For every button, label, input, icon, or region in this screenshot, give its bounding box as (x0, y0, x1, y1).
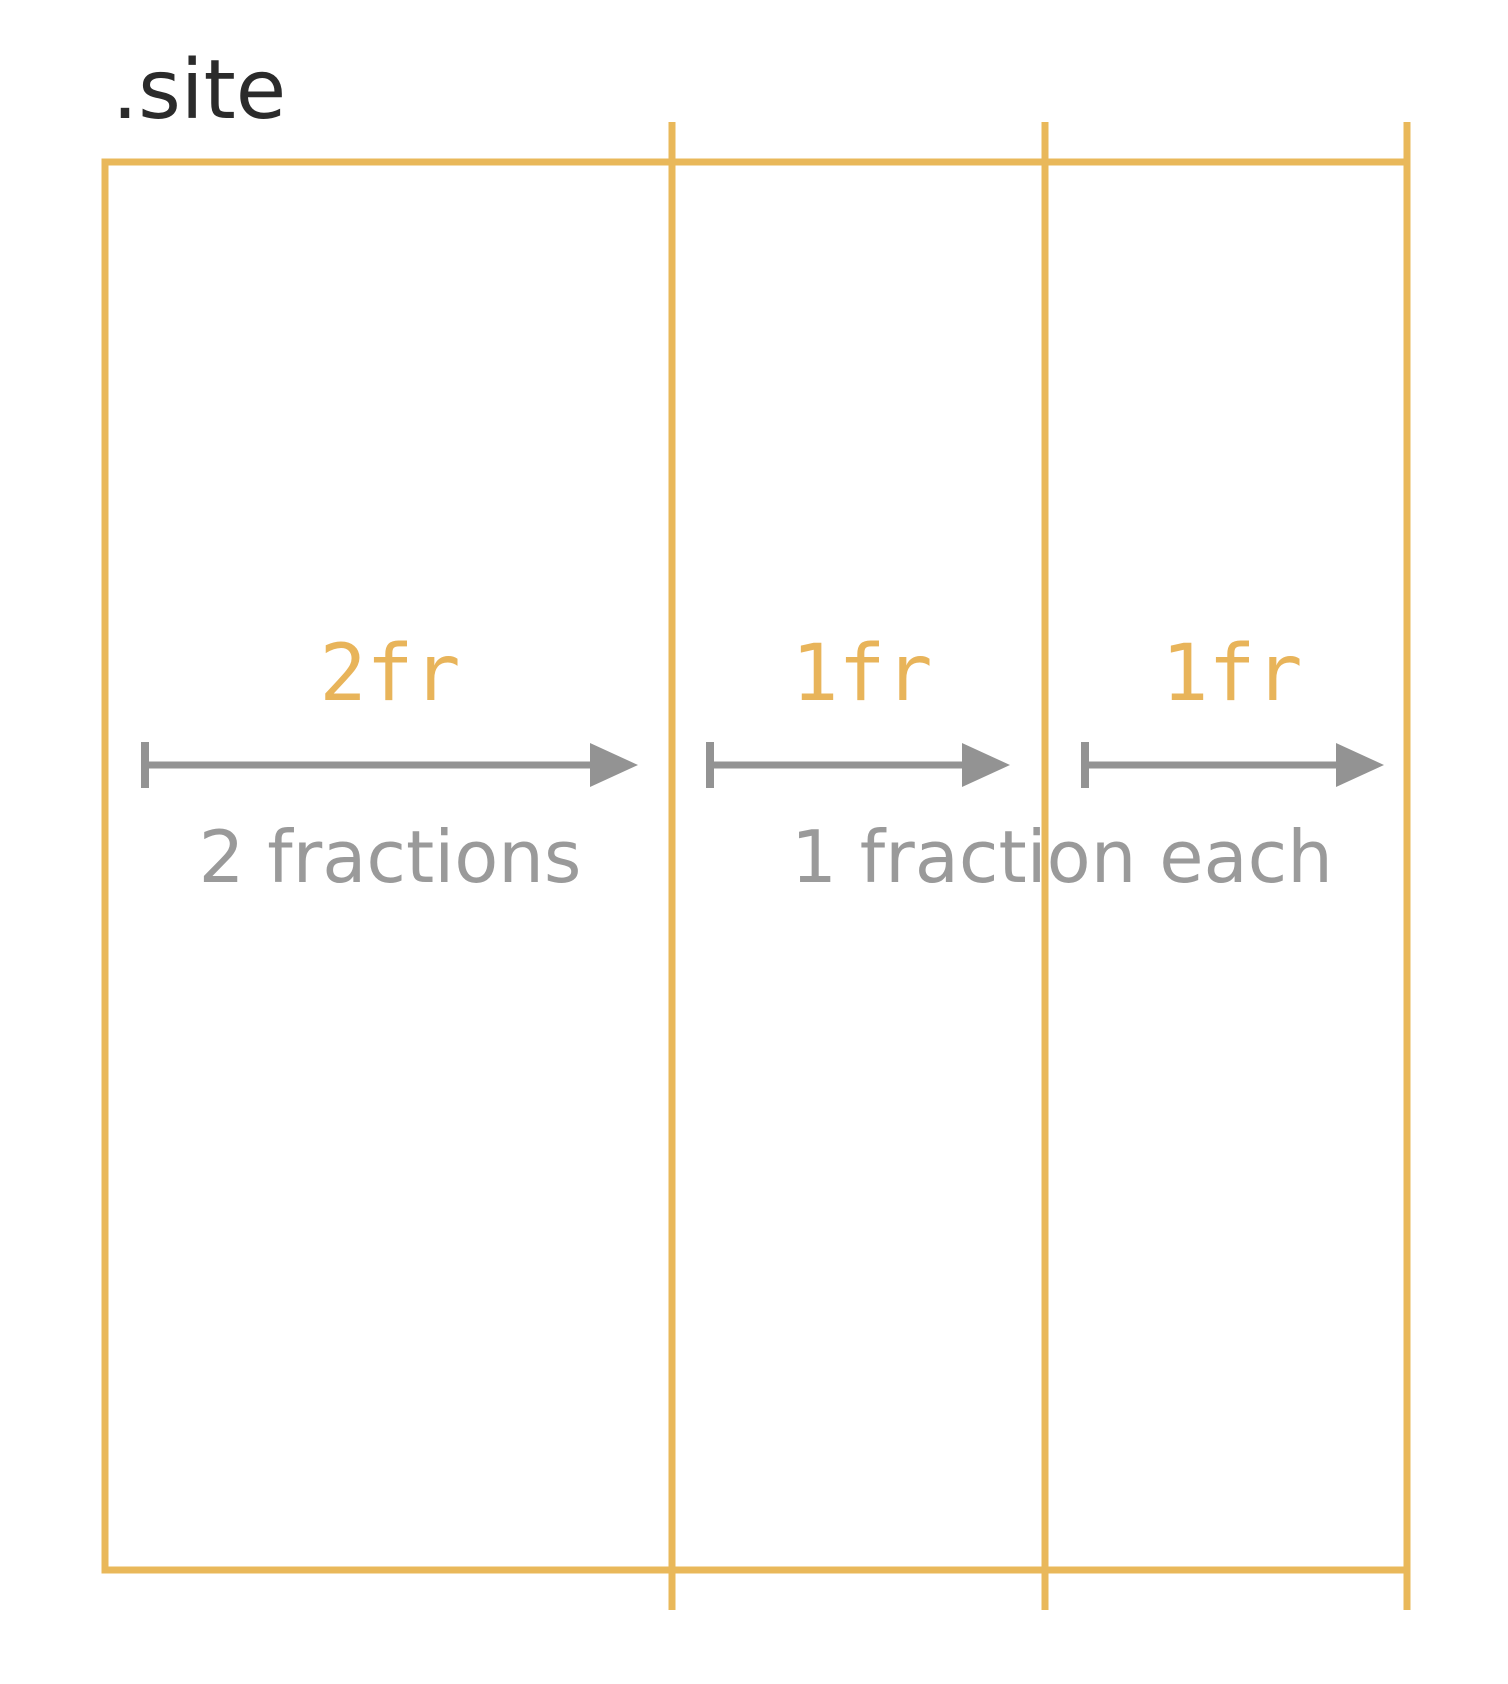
container-title: .site (112, 43, 286, 138)
arrow-head-icon (962, 743, 1010, 787)
track-width-arrow-1 (141, 742, 638, 788)
track-size-label-2: 1fr (792, 629, 933, 719)
track-width-arrow-2 (706, 742, 1010, 788)
caption-two-fractions: 2 fractions (199, 815, 582, 899)
track-size-label-1: 2fr (320, 629, 461, 719)
arrow-head-icon (590, 743, 638, 787)
track-width-arrow-3 (1081, 742, 1384, 788)
track-size-label-3: 1fr (1162, 629, 1303, 719)
caption-one-fraction-each: 1 fraction each (791, 815, 1333, 899)
arrow-head-icon (1336, 743, 1384, 787)
